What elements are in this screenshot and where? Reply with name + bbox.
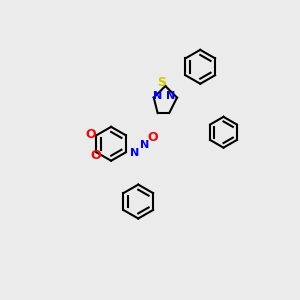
Text: S: S (157, 76, 166, 89)
Text: N: N (130, 148, 139, 158)
Text: N: N (166, 91, 176, 101)
Text: N: N (140, 140, 149, 150)
Text: O: O (85, 128, 95, 141)
Text: O: O (90, 149, 101, 162)
Text: N: N (153, 91, 162, 101)
Text: O: O (147, 131, 158, 144)
